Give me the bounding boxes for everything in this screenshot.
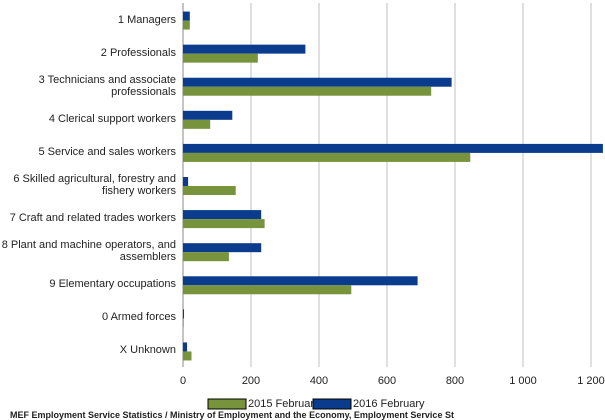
bar — [183, 86, 432, 96]
bar — [183, 177, 189, 186]
category-label: 6 Skilled agricultural, forestry and fis… — [13, 173, 176, 197]
category-label: 9 Elementary occupations — [49, 278, 176, 291]
bar — [183, 285, 352, 295]
category-label: 2 Professionals — [100, 46, 176, 59]
x-tick-label: 400 — [310, 375, 328, 387]
bar — [183, 143, 603, 153]
category-label: 3 Technicians and associate professional… — [38, 73, 176, 98]
bar — [183, 318, 184, 328]
bar — [183, 351, 192, 361]
source-note: MEF Employment Service Statistics / Mini… — [10, 410, 454, 420]
x-tick-label: 0 — [180, 375, 186, 387]
legend-swatch — [207, 398, 247, 410]
x-tick-label: 600 — [378, 375, 396, 387]
legend-swatch — [312, 398, 352, 410]
category-label: 7 Craft and related trades workers — [9, 212, 176, 225]
bar — [183, 186, 236, 195]
category-label: 4 Clerical support workers — [48, 112, 176, 125]
bar — [183, 309, 185, 319]
bar — [183, 11, 190, 21]
category-label: 8 Plant and machine operators, and assem… — [1, 239, 176, 264]
legend-label: 2016 February — [353, 398, 425, 410]
category-label: 5 Service and sales workers — [38, 145, 176, 158]
bar — [183, 77, 452, 87]
bar — [183, 243, 262, 253]
bar — [183, 210, 262, 220]
category-label: 0 Armed forces — [102, 311, 176, 324]
x-tick-label: 1 200 — [577, 375, 605, 387]
legend-label: 2015 February — [248, 398, 320, 410]
bar — [183, 20, 190, 30]
bar — [183, 44, 306, 54]
bar — [183, 252, 229, 262]
bar — [183, 219, 265, 229]
bar — [183, 119, 211, 129]
bar — [183, 152, 471, 162]
bar — [183, 276, 418, 286]
category-label: X Unknown — [119, 344, 176, 357]
x-tick-label: 1 000 — [509, 375, 537, 387]
bar — [183, 110, 233, 120]
bar — [183, 53, 258, 63]
x-tick-label: 200 — [242, 375, 260, 387]
x-tick-label: 800 — [446, 375, 464, 387]
category-label: 1 Managers — [117, 13, 176, 26]
bar — [183, 342, 188, 352]
